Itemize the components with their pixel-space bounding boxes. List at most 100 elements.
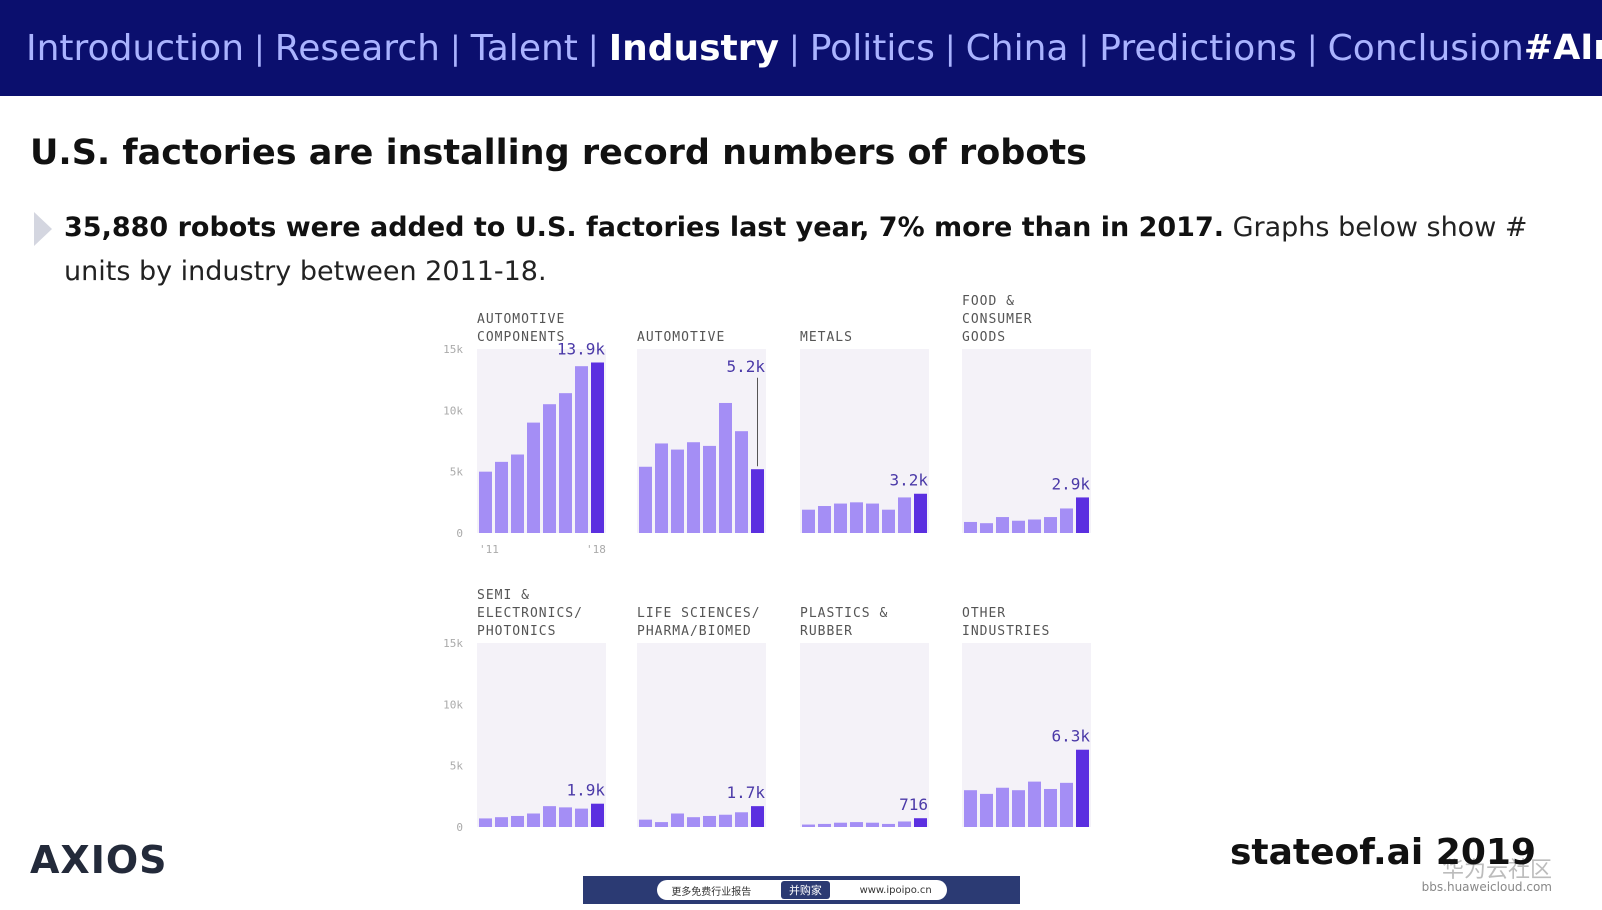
- y-tick-label: 5k: [450, 466, 464, 479]
- x-tick-label: '18: [586, 543, 606, 556]
- panel-title-line: INDUSTRIES: [962, 624, 1050, 639]
- panel-title-line: OTHER: [962, 606, 1006, 621]
- bar: [735, 431, 748, 533]
- value-label: 1.9k: [566, 781, 605, 800]
- bar: [882, 509, 895, 533]
- bar: [1060, 782, 1073, 827]
- panel-background: [962, 643, 1091, 827]
- bar: [671, 449, 684, 533]
- bar: [655, 822, 668, 827]
- panel-background: [477, 643, 606, 827]
- panel-background: [800, 349, 929, 533]
- bullet-point: 35,880 robots were added to U.S. factori…: [34, 206, 1574, 294]
- bar: [802, 509, 815, 533]
- panel-title-line: AUTOMOTIVE: [637, 330, 725, 345]
- nav-item-industry[interactable]: Industry: [608, 27, 779, 69]
- bar: [575, 808, 588, 827]
- bar: [898, 821, 911, 827]
- y-tick-label: 15k: [443, 343, 463, 356]
- nav-item-politics[interactable]: Politics: [809, 27, 935, 69]
- value-label: 2.9k: [1051, 474, 1090, 493]
- bar: [818, 506, 831, 533]
- bar: [479, 471, 492, 533]
- value-label: 3.2k: [889, 471, 928, 490]
- watermark-url: bbs.huaweicloud.com: [1421, 880, 1552, 894]
- panel-title-line: RUBBER: [800, 624, 853, 639]
- y-tick-label: 0: [456, 527, 463, 540]
- nav-item-conclusion[interactable]: Conclusion: [1327, 27, 1524, 69]
- nav-item-research[interactable]: Research: [274, 27, 440, 69]
- panel-title-line: GOODS: [962, 330, 1006, 345]
- panel-background: [637, 349, 766, 533]
- panel-title-line: ELECTRONICS/: [477, 606, 583, 621]
- bullet-arrow-icon: [34, 212, 52, 246]
- bar: [980, 523, 993, 533]
- nav-separator: |: [587, 29, 599, 67]
- banner-pill: 并购家: [780, 881, 830, 899]
- bar: [543, 404, 556, 533]
- nav-item-talent[interactable]: Talent: [470, 27, 578, 69]
- bar: [1076, 749, 1089, 827]
- bar: [639, 466, 652, 533]
- nav-separator: |: [254, 29, 265, 67]
- y-tick-label: 15k: [443, 637, 463, 650]
- bar: [818, 823, 831, 827]
- nav-separator: |: [944, 29, 956, 67]
- nav-item-introduction[interactable]: Introduction: [26, 27, 245, 69]
- bar: [751, 806, 764, 827]
- bar: [1012, 520, 1025, 533]
- nav-item-china[interactable]: China: [965, 27, 1069, 69]
- hashtag-label[interactable]: #AIreport: [1523, 28, 1602, 68]
- bar: [639, 819, 652, 827]
- bar: [996, 517, 1009, 533]
- bar: [495, 461, 508, 533]
- panel-background: [637, 643, 766, 827]
- bar: [543, 806, 556, 827]
- panel-title-line: SEMI &: [477, 588, 530, 603]
- promo-banner[interactable]: 更多免费行业报告 并购家 www.ipoipo.cn: [583, 876, 1020, 904]
- y-tick-label: 10k: [443, 698, 463, 711]
- nav-item-predictions[interactable]: Predictions: [1099, 27, 1297, 69]
- bar: [655, 443, 668, 533]
- panel-title-line: AUTOMOTIVE: [477, 312, 565, 327]
- bar: [559, 807, 572, 827]
- bar: [850, 822, 863, 827]
- panel-title-line: CONSUMER: [962, 312, 1033, 327]
- panel-background: [962, 349, 1091, 533]
- bar: [591, 362, 604, 533]
- bar: [687, 817, 700, 827]
- panel-background: [477, 349, 606, 533]
- nav-items: Introduction | Research | Talent | Industry | Po…: [26, 28, 1524, 69]
- bar: [1060, 508, 1073, 533]
- banner-url[interactable]: www.ipoipo.cn: [859, 884, 932, 896]
- bar: [914, 493, 927, 533]
- bar: [802, 824, 815, 827]
- bar: [687, 442, 700, 533]
- source-label: stateof.ai 2019: [1229, 832, 1536, 873]
- panel-title-line: PHARMA/BIOMED: [637, 624, 752, 639]
- bar: [866, 822, 879, 827]
- bar: [527, 422, 540, 533]
- bar: [1028, 519, 1041, 533]
- nav-separator: |: [788, 29, 800, 67]
- bar: [591, 803, 604, 827]
- nav-bar: Introduction | Research | Talent | Industry | Po…: [0, 0, 1602, 96]
- nav-separator: |: [1078, 29, 1090, 67]
- bar: [834, 822, 847, 827]
- value-label: 13.9k: [557, 339, 606, 358]
- bar: [751, 469, 764, 533]
- watermark-cn: 华为云社区: [1441, 858, 1552, 883]
- panel-title-line: FOOD &: [962, 294, 1015, 309]
- bar: [964, 790, 977, 827]
- bar: [703, 815, 716, 827]
- bar: [996, 787, 1009, 827]
- panel-title-line: METALS: [800, 330, 853, 345]
- panel-background: [800, 643, 929, 827]
- bar: [575, 366, 588, 533]
- bar: [527, 813, 540, 827]
- bullet-bold-text: 35,880 robots were added to U.S. factori…: [64, 212, 1225, 243]
- bar: [980, 793, 993, 827]
- value-label: 1.7k: [726, 783, 765, 802]
- panel-title-line: LIFE SCIENCES/: [637, 606, 761, 621]
